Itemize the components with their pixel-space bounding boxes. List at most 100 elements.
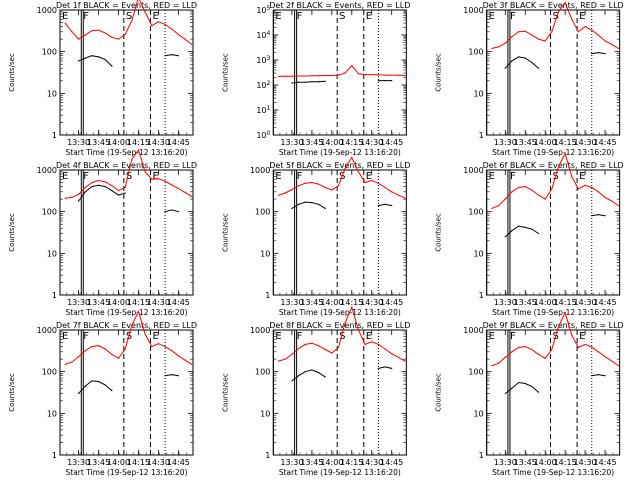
y-tick-label: 100 (468, 208, 483, 217)
lld-point (304, 182, 306, 184)
events-point (124, 192, 126, 194)
x-axis-label: Start Time (19-Sep-12 13:16:20) (279, 468, 401, 477)
x-tick-label: 13:45 (514, 138, 537, 147)
panel-title: Det 8f BLACK = Events, RED = LLD (269, 321, 410, 330)
x-tick-label: 14:30 (360, 458, 383, 467)
lld-point (524, 185, 526, 188)
lld-point (617, 204, 619, 207)
y-tick-label: 100 (255, 368, 270, 377)
lld-point (311, 181, 313, 184)
x-tick-label: 14:30 (147, 298, 170, 307)
x-tick-label: 13:30 (494, 298, 517, 307)
x-tick-label: 14:30 (147, 138, 170, 147)
marker-label: E (152, 331, 158, 342)
x-tick-label: 14:00 (320, 138, 343, 147)
x-tick-label: 14:15 (340, 298, 363, 307)
y-axis-label: Counts/sec (435, 213, 443, 252)
lld-point (164, 180, 166, 182)
marker-label: F (510, 171, 516, 182)
events-point (591, 215, 593, 217)
lld-point (511, 191, 513, 193)
lld-point (504, 198, 506, 200)
y-axis-label: Counts/sec (8, 53, 16, 92)
events-point (517, 381, 520, 384)
y-axis-label: Counts/sec (221, 53, 229, 92)
events-series-line (504, 214, 606, 238)
x-tick-label: 13:30 (67, 458, 90, 467)
events-point (597, 214, 599, 216)
y-tick-label: 1000 (463, 326, 483, 335)
events-point (391, 204, 393, 207)
lld-point (157, 21, 160, 23)
lld-point (364, 181, 366, 184)
panel-det-9: Det 9f BLACK = Events, RED = LLD 1 10 100 10… (435, 311, 624, 477)
y-tick-label: 1000 (463, 6, 483, 15)
lld-series-line (65, 148, 192, 199)
events-point (524, 57, 526, 59)
lld-point (344, 322, 346, 324)
x-tick-label: 14:15 (554, 458, 577, 467)
lld-point (531, 34, 533, 36)
y-axis-label: Counts/sec (435, 53, 443, 92)
events-point (164, 55, 166, 57)
x-tick-label: 14:15 (127, 458, 150, 467)
lld-point (97, 345, 100, 347)
marker-label: S (126, 171, 132, 182)
events-series-line (291, 201, 392, 209)
lld-point (177, 355, 179, 357)
panel-title: Det 9f BLACK = Events, RED = LLD (483, 321, 624, 330)
lld-point (384, 348, 386, 350)
lld-point (397, 194, 399, 196)
events-point (111, 390, 113, 392)
x-tick-label: 13:30 (280, 298, 303, 307)
events-point (177, 375, 179, 377)
lld-point (304, 75, 306, 77)
lld-point (397, 356, 399, 358)
lld-point (91, 345, 93, 348)
lld-point (571, 334, 573, 336)
events-point (531, 385, 533, 388)
lld-point (504, 42, 506, 44)
panel-det-3: Det 3f BLACK = Events, RED = LLD 1 10 100 10… (435, 1, 624, 157)
lld-point (191, 43, 193, 45)
lld-point (64, 197, 66, 199)
x-axis-label: Start Time (19-Sep-12 13:16:20) (492, 308, 614, 317)
events-point (524, 226, 526, 228)
marker-label: E (366, 331, 372, 342)
lld-point (144, 171, 146, 173)
lld-point (117, 190, 120, 192)
lld-point (337, 185, 340, 187)
events-point (171, 374, 173, 376)
panel-title: Det 6f BLACK = Events, RED = LLD (483, 161, 624, 170)
lld-point (144, 333, 146, 335)
x-axis-label: Start Time (19-Sep-12 13:16:20) (66, 468, 188, 477)
y-tick-label: 100 (468, 48, 483, 57)
lld-series-line (278, 64, 406, 77)
events-point (604, 52, 606, 55)
lld-point (311, 342, 313, 344)
events-point (311, 369, 313, 371)
panel-det-1: Det 1f BLACK = Events, RED = LLD 1 10 100 10… (8, 0, 197, 157)
lld-point (551, 348, 553, 351)
events-series-line (78, 184, 179, 213)
x-tick-label: 14:30 (574, 458, 597, 467)
events-point (84, 385, 86, 387)
lld-point (351, 64, 353, 67)
events-point (291, 380, 293, 382)
y-tick-label: 1000 (250, 166, 270, 175)
lld-point (537, 353, 540, 355)
x-tick-label: 14:30 (360, 138, 383, 147)
events-point (324, 80, 326, 82)
marker-label: S (553, 11, 559, 22)
lld-point (584, 343, 586, 346)
lld-point (71, 31, 73, 33)
events-series-line (78, 374, 179, 394)
lld-point (511, 351, 513, 353)
events-point (177, 55, 179, 57)
events-point (291, 207, 293, 209)
y-tick-label: 10 (473, 249, 483, 258)
lld-point (537, 38, 540, 40)
panel-title: Det 3f BLACK = Events, RED = LLD (483, 1, 624, 10)
x-tick-label: 14:00 (107, 458, 130, 467)
